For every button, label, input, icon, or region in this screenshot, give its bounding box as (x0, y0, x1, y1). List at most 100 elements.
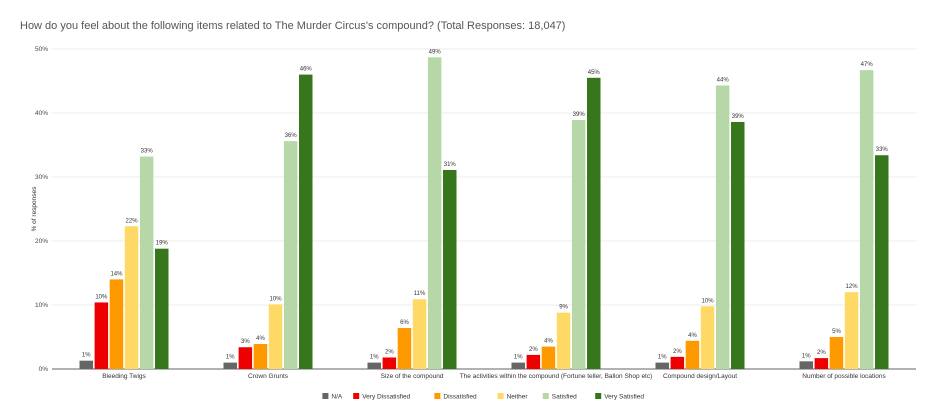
bar (799, 361, 813, 369)
data-label: 12% (846, 284, 859, 290)
legend-swatch (322, 393, 329, 399)
data-label: 36% (285, 133, 298, 139)
data-label: 44% (717, 77, 730, 83)
data-label: 1% (226, 355, 235, 361)
data-label: 22% (126, 218, 139, 224)
data-label: 1% (802, 353, 811, 359)
data-label: 4% (256, 336, 265, 342)
data-label: 33% (141, 149, 154, 155)
data-label: 4% (688, 333, 697, 339)
y-tick-label: 0% (39, 366, 49, 373)
category-label: Size of the compound (381, 373, 444, 380)
legend-swatch (542, 393, 549, 399)
y-tick-label: 20% (35, 238, 48, 245)
data-label: 1% (658, 355, 667, 361)
data-label: 33% (876, 147, 889, 153)
bar (238, 347, 253, 369)
bar (268, 304, 283, 369)
bar (223, 362, 237, 369)
data-label: 2% (673, 349, 682, 355)
bar (124, 226, 139, 369)
data-label: 9% (559, 305, 568, 311)
legend-swatch (434, 393, 441, 399)
bar (397, 328, 412, 369)
category-label: Bleeding Twigs (102, 373, 146, 380)
bar (556, 312, 571, 369)
bar (155, 248, 169, 369)
legend-label: Very Satisfied (604, 394, 644, 401)
data-label: 14% (110, 271, 123, 277)
bar (875, 155, 889, 369)
legend-label: Very Dissatisfied (362, 394, 410, 401)
y-tick-label: 50% (35, 46, 48, 53)
data-label: 2% (817, 350, 826, 356)
bar (587, 77, 601, 370)
legend-label: N/A (331, 394, 343, 401)
data-label: 45% (588, 70, 601, 76)
data-label: 10% (702, 298, 715, 304)
bar (283, 141, 298, 369)
bar (571, 120, 586, 369)
bar (511, 362, 525, 369)
bar (443, 169, 457, 369)
data-label: 6% (400, 320, 409, 326)
y-tick-label: 10% (35, 302, 48, 309)
category-label: Compound design/Layout (663, 373, 737, 380)
category-label: Number of possible locations (802, 373, 886, 380)
bar (700, 306, 715, 369)
bar (79, 360, 93, 369)
chart-title: How do you feel about the following item… (20, 20, 566, 32)
bar (526, 354, 541, 369)
bar (412, 299, 427, 369)
bar (382, 357, 397, 369)
data-label: 31% (444, 162, 457, 168)
bar (94, 302, 109, 369)
bar (427, 57, 442, 369)
bar (814, 358, 829, 369)
data-label: 10% (95, 294, 108, 300)
bar (859, 70, 874, 370)
legend-swatch (497, 393, 504, 399)
data-label: 39% (573, 112, 586, 118)
bar (541, 346, 556, 369)
data-label: 5% (832, 329, 841, 335)
y-axis-label: % of responses (31, 186, 38, 232)
legend-swatch (595, 393, 602, 399)
bar (731, 121, 745, 370)
data-label: 2% (385, 349, 394, 355)
bar (655, 362, 669, 369)
bar (715, 85, 730, 369)
data-label: 2% (529, 347, 538, 353)
bar (139, 156, 154, 369)
legend-label: Satisfied (552, 394, 577, 401)
bar (109, 279, 124, 369)
data-label: 1% (82, 353, 91, 359)
data-label: 4% (544, 339, 553, 345)
data-label: 47% (861, 62, 874, 68)
data-label: 49% (429, 49, 442, 55)
data-label: 1% (370, 355, 379, 361)
bar (829, 337, 844, 369)
bar (299, 74, 313, 369)
data-label: 39% (732, 114, 745, 120)
bar (844, 292, 859, 369)
data-label: 46% (300, 67, 313, 73)
y-tick-label: 40% (35, 110, 48, 117)
legend-label: Dissatisfied (443, 394, 477, 401)
category-label: Crown Grunts (248, 373, 289, 380)
y-tick-label: 30% (35, 174, 48, 181)
data-label: 1% (514, 355, 523, 361)
bar (685, 340, 700, 369)
data-label: 10% (270, 296, 283, 302)
legend-swatch (353, 393, 360, 399)
bar (253, 344, 268, 369)
data-label: 11% (414, 291, 426, 297)
bar (367, 362, 381, 369)
legend-label: Neither (507, 394, 529, 401)
data-label: 3% (241, 339, 250, 345)
category-label: The activities within the compound (Fort… (460, 373, 653, 380)
data-label: 19% (156, 241, 169, 247)
bar (670, 356, 685, 369)
